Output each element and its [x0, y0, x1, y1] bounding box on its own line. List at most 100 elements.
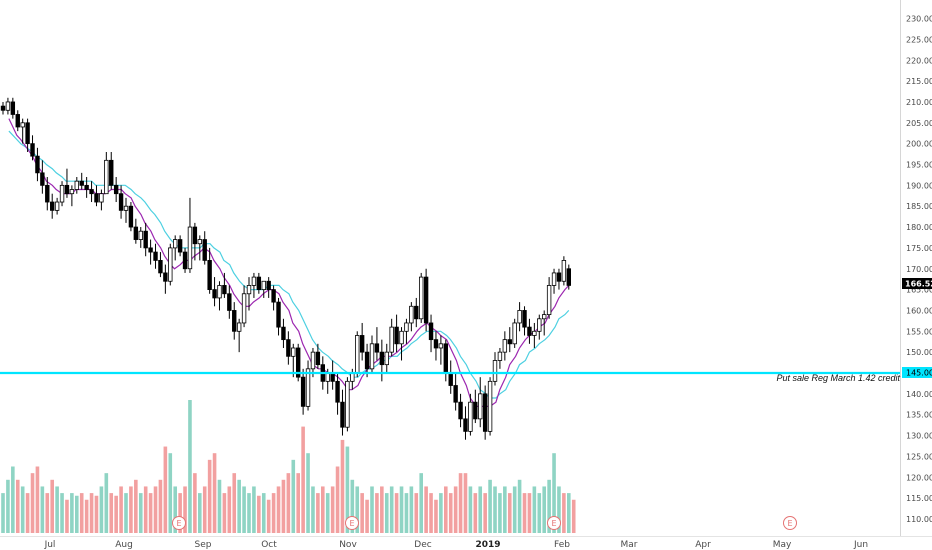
candlestick[interactable]	[35, 147, 40, 182]
candlestick[interactable]	[45, 177, 50, 211]
candlestick[interactable]	[399, 327, 404, 361]
candlestick[interactable]	[507, 327, 512, 353]
candlestick[interactable]	[271, 285, 276, 311]
candlestick[interactable]	[478, 377, 483, 428]
candlestick[interactable]	[369, 335, 375, 373]
candlestick[interactable]	[69, 185, 75, 207]
candlestick[interactable]	[138, 227, 143, 248]
candlestick[interactable]	[236, 318, 242, 353]
candlestick[interactable]	[227, 285, 232, 319]
candlestick[interactable]	[94, 185, 99, 207]
candlestick[interactable]	[246, 277, 252, 311]
candlestick[interactable]	[187, 197, 193, 273]
candlestick[interactable]	[409, 302, 414, 332]
candlestick[interactable]	[251, 272, 257, 298]
candlestick[interactable]	[74, 177, 79, 194]
candlestick[interactable]	[546, 277, 552, 319]
candlestick[interactable]	[286, 331, 291, 365]
candlestick[interactable]	[384, 343, 389, 373]
candlestick[interactable]	[232, 302, 237, 340]
candlestick[interactable]	[423, 268, 429, 332]
candlestick[interactable]	[389, 318, 394, 357]
candlestick[interactable]	[89, 181, 94, 203]
candlestick[interactable]	[404, 318, 409, 344]
candlestick[interactable]	[330, 360, 335, 390]
candlestick[interactable]	[300, 368, 306, 415]
candlestick[interactable]	[133, 218, 139, 244]
candlestick[interactable]	[374, 327, 380, 361]
candlestick[interactable]	[517, 302, 522, 332]
candlestick[interactable]	[428, 314, 434, 353]
time-axis[interactable]: Jul Aug Sep Oct Nov Dec 2019 Feb Mar Apr May Jun	[44, 540, 868, 550]
candlestick[interactable]	[143, 222, 148, 257]
earnings-marker[interactable]: E	[547, 516, 561, 530]
candlestick[interactable]	[335, 373, 340, 415]
candlestick[interactable]	[443, 339, 448, 382]
candlestick[interactable]	[497, 347, 503, 369]
candlestick[interactable]	[99, 189, 104, 211]
candlestick[interactable]	[566, 264, 571, 290]
candlestick[interactable]	[482, 385, 488, 440]
candlestick[interactable]	[340, 389, 345, 436]
candlestick[interactable]	[64, 168, 70, 198]
candlestick[interactable]	[487, 377, 493, 436]
candlestick[interactable]	[551, 268, 557, 294]
candlestick[interactable]	[414, 297, 419, 328]
candlestick[interactable]	[556, 268, 562, 290]
candlestick[interactable]	[394, 314, 399, 353]
candlestick[interactable]	[537, 314, 542, 340]
candlestick[interactable]	[222, 272, 227, 298]
candlestick[interactable]	[305, 360, 311, 411]
candlestick[interactable]	[532, 322, 537, 348]
candlestick[interactable]	[30, 135, 35, 161]
candlestick[interactable]	[418, 272, 424, 323]
candlestick[interactable]	[364, 343, 370, 378]
candlestick[interactable]	[79, 172, 84, 190]
candlestick[interactable]	[359, 322, 365, 361]
candlestick[interactable]	[453, 373, 458, 411]
candlestick[interactable]	[355, 331, 360, 378]
candlestick[interactable]	[542, 310, 547, 336]
candlestick[interactable]	[266, 277, 271, 298]
candlestick[interactable]	[0, 101, 6, 115]
candlestick[interactable]	[522, 306, 527, 336]
candlestick[interactable]	[148, 239, 153, 265]
candlestick[interactable]	[295, 343, 301, 382]
candlestick[interactable]	[192, 222, 198, 261]
candlestick[interactable]	[261, 280, 266, 298]
candlestick[interactable]	[202, 231, 207, 265]
earnings-marker[interactable]: E	[783, 516, 797, 530]
candlestick[interactable]	[182, 247, 188, 273]
candlestick[interactable]	[113, 177, 119, 203]
candlestick[interactable]	[158, 252, 163, 278]
candlestick[interactable]	[118, 185, 124, 219]
price-axis[interactable]: 230.00 225.00 220.00 215.00 210.00 205.00 200.…	[906, 15, 932, 524]
candlestick[interactable]	[241, 285, 247, 328]
candlestick[interactable]	[172, 235, 178, 261]
candlestick[interactable]	[473, 389, 478, 424]
candlestick[interactable]	[15, 110, 20, 132]
candlestick[interactable]	[256, 272, 262, 294]
candlestick[interactable]	[458, 393, 463, 428]
candlestick[interactable]	[276, 297, 281, 336]
candlestick[interactable]	[281, 318, 286, 348]
candlestick[interactable]	[217, 281, 222, 311]
candlestick[interactable]	[492, 352, 498, 386]
candlestick[interactable]	[5, 97, 11, 115]
candlestick[interactable]	[345, 377, 350, 432]
candlestick[interactable]	[212, 277, 217, 307]
candlestick[interactable]	[463, 406, 468, 440]
candlestick[interactable]	[438, 335, 444, 365]
candlestick[interactable]	[168, 243, 173, 286]
candlestick[interactable]	[468, 393, 473, 436]
candlestick[interactable]	[10, 97, 16, 119]
candlestick[interactable]	[54, 197, 60, 215]
candlestick[interactable]	[315, 343, 321, 369]
candlestick[interactable]	[109, 151, 114, 190]
candlestick[interactable]	[433, 331, 439, 361]
candlestick[interactable]	[153, 243, 158, 269]
candlestick[interactable]	[197, 235, 202, 261]
candlestick[interactable]	[25, 118, 30, 152]
candlestick[interactable]	[50, 193, 55, 219]
